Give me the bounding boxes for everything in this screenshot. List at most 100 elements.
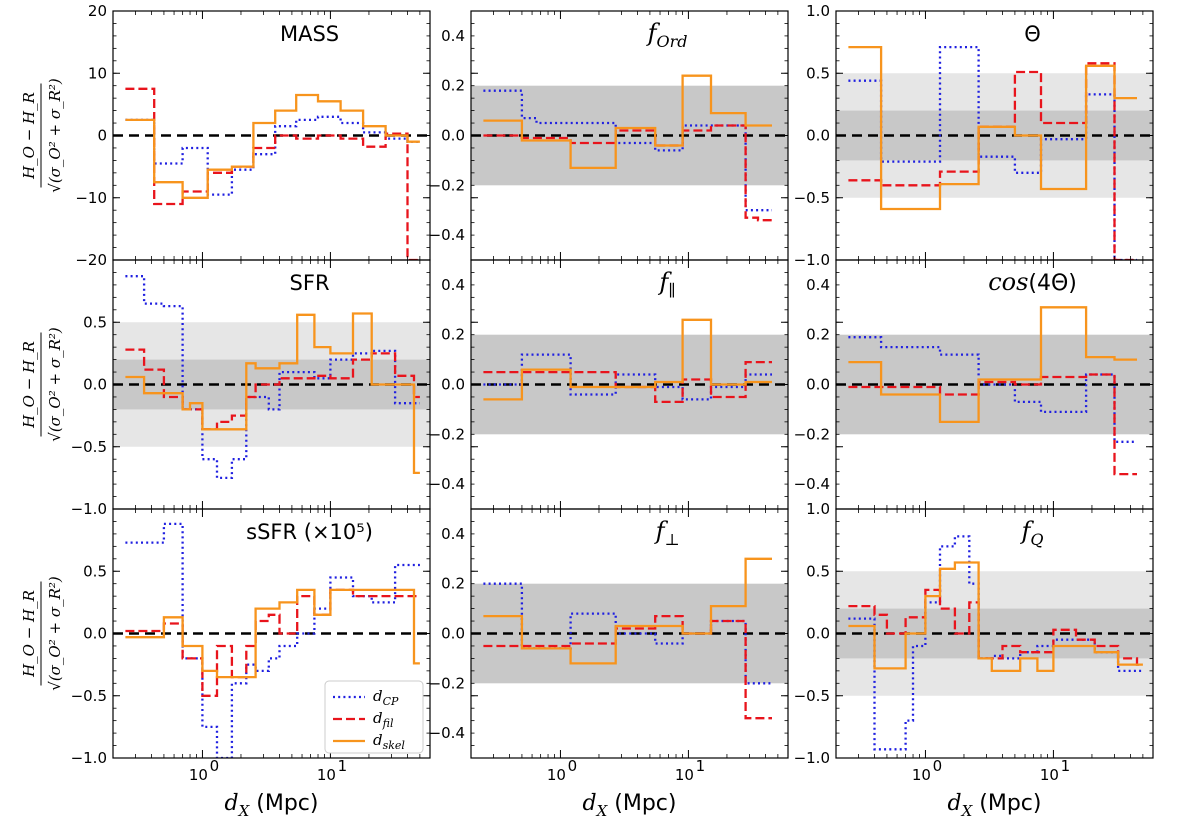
y-tick-label: 0.5 — [83, 562, 107, 580]
x-tick-exponent: 1 — [1061, 757, 1071, 775]
panel-title: fOrd — [646, 19, 688, 51]
svg-text:√(σ_O² + σ_R²): √(σ_O² + σ_R²) — [46, 327, 64, 442]
y-tick-label: 0.2 — [441, 326, 465, 344]
panel-title: f∥ — [657, 268, 675, 300]
series-d-skel — [848, 45, 1137, 211]
y-tick-label: −10 — [75, 189, 107, 207]
panel-title: sSFR (×10⁵) — [246, 520, 373, 544]
panel-theta: −1.0 −0.5 0.0 0.5 1.0 Θ — [794, 2, 1154, 269]
y-tick-label: 10 — [88, 64, 107, 82]
y-tick-label: 0.0 — [806, 127, 830, 145]
y-tick-label: −0.4 — [794, 475, 830, 493]
y-tick-label: 0.0 — [806, 625, 830, 643]
panel-mass: −20 −10 0 10 20 MASS H_O − H_R √(σ_O² + σ_R²) — [20, 2, 431, 269]
series-d-CP — [125, 115, 420, 196]
svg-text:H_O − H_R: H_O − H_R — [20, 590, 38, 678]
legend-label-d-skel: dskel — [373, 731, 405, 752]
y-tick-label: 0.5 — [806, 562, 830, 580]
x-tick-exponent: 0 — [933, 757, 943, 775]
y-tick-label: −0.4 — [429, 724, 465, 742]
y-tick-label: −0.4 — [429, 475, 465, 493]
y-tick-label: 0.0 — [441, 625, 465, 643]
x-tick-label: 10 — [1040, 766, 1059, 784]
panel-title: Θ — [1024, 22, 1041, 46]
y-tick-label: 0.0 — [806, 376, 830, 394]
x-tick-exponent: 1 — [338, 757, 348, 775]
axes-frame — [112, 10, 431, 261]
legend-label-d-fil: dfil — [373, 709, 394, 730]
y-tick-label: 0.5 — [83, 313, 107, 331]
panel-title: fQ — [1020, 517, 1044, 549]
y-tick-label: −0.4 — [429, 226, 465, 244]
panel-fperp: −0.4−0.20.00.20.410 0 10 1f⊥dX (Mpc) — [429, 508, 789, 820]
y-tick-label: −0.2 — [429, 176, 465, 194]
series-d-fil — [483, 614, 772, 720]
x-tick-label: 10 — [912, 766, 931, 784]
series-d-skel — [848, 306, 1137, 424]
x-tick-exponent: 0 — [568, 757, 578, 775]
series-d-skel — [125, 93, 420, 199]
band-inner — [836, 110, 1153, 161]
band-inner — [836, 608, 1153, 659]
x-axis-label: dX (Mpc) — [948, 791, 1042, 820]
y-axis-label: H_O − H_R √(σ_O² + σ_R²) — [20, 327, 64, 442]
series-d-skel — [483, 318, 772, 401]
x-tick-exponent: 0 — [210, 757, 220, 775]
x-tick-label: 10 — [317, 766, 336, 784]
x-tick-label: 10 — [547, 766, 566, 784]
y-tick-label: 0.0 — [83, 376, 107, 394]
y-tick-label: −0.2 — [429, 674, 465, 692]
series-d-fil — [848, 62, 1137, 260]
y-tick-label: 0.5 — [806, 64, 830, 82]
y-tick-label: −1.0 — [71, 749, 107, 767]
panel-ford: −0.4 −0.2 0.0 0.2 0.4 fOrd — [429, 10, 789, 261]
y-tick-label: −0.5 — [71, 687, 107, 705]
y-tick-label: 1.0 — [806, 2, 830, 20]
y-tick-label: 0.4 — [441, 276, 465, 294]
panel-title: MASS — [280, 22, 339, 46]
x-tick-label: 10 — [189, 766, 208, 784]
y-axis-label: H_O − H_R √(σ_O² + σ_R²) — [20, 78, 64, 193]
y-tick-label: 0.2 — [441, 575, 465, 593]
series-d-skel — [125, 312, 420, 475]
y-tick-label: 0.2 — [441, 77, 465, 95]
y-tick-label: 0.2 — [806, 326, 830, 344]
series-d-skel — [483, 74, 772, 170]
y-tick-label: −1.0 — [794, 749, 830, 767]
y-tick-label: 1.0 — [806, 500, 830, 518]
series-d-skel — [848, 561, 1143, 673]
legend-label-d-CP: dCP — [373, 687, 399, 708]
svg-text:H_O − H_R: H_O − H_R — [20, 341, 38, 429]
x-axis-label: dX (Mpc) — [225, 791, 319, 820]
y-tick-label: 0.0 — [83, 625, 107, 643]
y-tick-label: −1.0 — [794, 251, 830, 269]
band-inner — [471, 85, 788, 186]
series-d-skel — [483, 557, 772, 665]
svg-text:H_O − H_R: H_O − H_R — [20, 92, 38, 180]
y-tick-label: −1.0 — [71, 500, 107, 518]
panel-title: cos(4Θ) — [988, 268, 1077, 296]
panel-sfr: −1.0 −0.5 0.0 0.5 SFR H_O − H_R √(σ_O² + σ_R²) — [20, 259, 431, 518]
y-tick-label: 0.4 — [441, 27, 465, 45]
y-tick-label: 0.0 — [441, 376, 465, 394]
x-tick-exponent: 1 — [696, 757, 706, 775]
panel-fpar: −0.4 −0.2 0.0 0.2 0.4 f∥ — [429, 259, 789, 510]
y-tick-label: 20 — [88, 2, 107, 20]
series-d-fil — [848, 373, 1137, 476]
y-tick-label: −0.5 — [794, 687, 830, 705]
series-d-skel — [125, 588, 420, 679]
panel-title: f⊥ — [654, 517, 680, 549]
x-tick-label: 10 — [675, 766, 694, 784]
y-tick-label: 0.4 — [441, 525, 465, 543]
series-d-fil — [125, 588, 420, 697]
y-tick-label: −20 — [75, 251, 107, 269]
series-d-fil — [483, 360, 772, 404]
y-axis-label: H_O − H_R √(σ_O² + σ_R²) — [20, 576, 64, 691]
svg-text:√(σ_O² + σ_R²): √(σ_O² + σ_R²) — [46, 78, 64, 193]
x-axis-label: dX (Mpc) — [583, 791, 677, 820]
series-d-fil — [483, 124, 772, 222]
y-tick-label: 0 — [97, 127, 107, 145]
